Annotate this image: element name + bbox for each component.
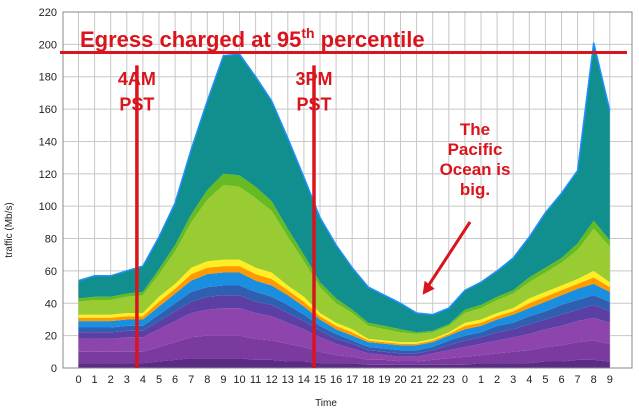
y-tick-label: 20 bbox=[45, 331, 57, 343]
x-tick-label: 11 bbox=[250, 374, 261, 386]
marker-label-line1: 3PM bbox=[295, 69, 332, 89]
x-tick-label: 8 bbox=[204, 374, 210, 386]
threshold-label-main: Egress charged at 95 bbox=[80, 27, 301, 52]
marker-label-line1: 4AM bbox=[118, 69, 156, 89]
y-axis: 0 20 40 60 80 100 120 140 160 180 200 220 bbox=[39, 7, 57, 375]
area-layer-9 bbox=[78, 185, 610, 343]
y-tick-label: 60 bbox=[45, 266, 57, 278]
x-tick-label: 7 bbox=[188, 374, 194, 386]
y-tick-label: 120 bbox=[39, 169, 57, 181]
ocean-annotation-line: Pacific bbox=[448, 140, 503, 159]
x-tick-label: 21 bbox=[410, 374, 422, 386]
area-layer-11 bbox=[78, 42, 610, 333]
area-top-outline bbox=[78, 42, 611, 316]
y-tick-label: 0 bbox=[51, 363, 57, 375]
x-tick-label: 5 bbox=[542, 374, 548, 386]
x-tick-label: 15 bbox=[314, 374, 326, 386]
x-tick-label: 7 bbox=[575, 374, 581, 386]
areas bbox=[78, 42, 611, 368]
ocean-annotation-line: The bbox=[460, 120, 490, 139]
x-tick-label: 6 bbox=[172, 374, 178, 386]
x-tick-label: 3 bbox=[124, 374, 130, 386]
x-tick-label: 9 bbox=[220, 374, 226, 386]
x-tick-label: 19 bbox=[378, 374, 390, 386]
svg-text:Egress charged at 95th percent: Egress charged at 95th percentile bbox=[80, 25, 425, 52]
x-tick-label: 0 bbox=[75, 374, 81, 386]
x-axis: 0 1 2 3 4 5 6 7 8 9 10 11 12 13 14 15 16 17 18 19 20 21 22 23 0 1… bbox=[75, 374, 612, 386]
x-tick-label: 5 bbox=[156, 374, 162, 386]
threshold-label: Egress charged at 95th percentile bbox=[80, 25, 425, 52]
y-tick-label: 140 bbox=[39, 136, 57, 148]
x-tick-label: 13 bbox=[282, 374, 294, 386]
marker-label-line2: PST bbox=[119, 95, 154, 115]
area-layer-5 bbox=[78, 285, 610, 354]
y-tick-label: 180 bbox=[39, 72, 57, 84]
x-tick-label: 22 bbox=[427, 374, 439, 386]
x-tick-label: 17 bbox=[346, 374, 358, 386]
area-layer-1 bbox=[78, 358, 610, 368]
area-layer-2 bbox=[78, 335, 610, 365]
x-tick-label: 8 bbox=[591, 374, 597, 386]
x-tick-label: 1 bbox=[478, 374, 484, 386]
area-layer-8 bbox=[78, 259, 610, 344]
ocean-arrow-shaft bbox=[426, 221, 472, 288]
y-tick-label: 160 bbox=[39, 104, 57, 116]
x-tick-label: 4 bbox=[140, 374, 146, 386]
threshold-label-sup: th bbox=[301, 25, 314, 41]
x-tick-label: 23 bbox=[443, 374, 455, 386]
x-tick-label: 6 bbox=[558, 374, 564, 386]
ocean-arrow-head bbox=[422, 280, 435, 295]
y-tick-label: 200 bbox=[39, 39, 57, 51]
y-tick-label: 220 bbox=[39, 7, 57, 19]
x-tick-label: 2 bbox=[494, 374, 500, 386]
y-tick-label: 100 bbox=[39, 201, 57, 213]
ocean-annotation-line: big. bbox=[460, 180, 490, 199]
area-layer-7 bbox=[78, 266, 610, 346]
x-tick-label: 12 bbox=[266, 374, 278, 386]
marker-label-line2: PST bbox=[296, 95, 331, 115]
area-layer-4 bbox=[78, 295, 610, 357]
y-tick-label: 80 bbox=[45, 234, 57, 246]
x-tick-label: 3 bbox=[510, 374, 516, 386]
x-tick-label: 0 bbox=[462, 374, 468, 386]
x-tick-label: 9 bbox=[607, 374, 613, 386]
area-layer-3 bbox=[78, 308, 610, 362]
area-layer-6 bbox=[78, 272, 610, 351]
y-axis-label: traffic (Mb/s) bbox=[4, 202, 15, 257]
plot-frame bbox=[62, 11, 633, 369]
ocean-annotation-line: Ocean is bbox=[440, 160, 511, 179]
x-tick-label: 2 bbox=[108, 374, 114, 386]
threshold-label-tail: percentile bbox=[315, 27, 425, 52]
x-tick-label: 1 bbox=[92, 374, 98, 386]
x-tick-label: 14 bbox=[298, 374, 310, 386]
x-tick-label: 20 bbox=[394, 374, 406, 386]
x-tick-label: 4 bbox=[526, 374, 532, 386]
x-tick-label: 10 bbox=[233, 374, 245, 386]
x-axis-label: Time bbox=[315, 398, 337, 409]
x-tick-label: 18 bbox=[362, 374, 374, 386]
y-tick-label: 40 bbox=[45, 298, 57, 310]
x-tick-label: 16 bbox=[330, 374, 342, 386]
